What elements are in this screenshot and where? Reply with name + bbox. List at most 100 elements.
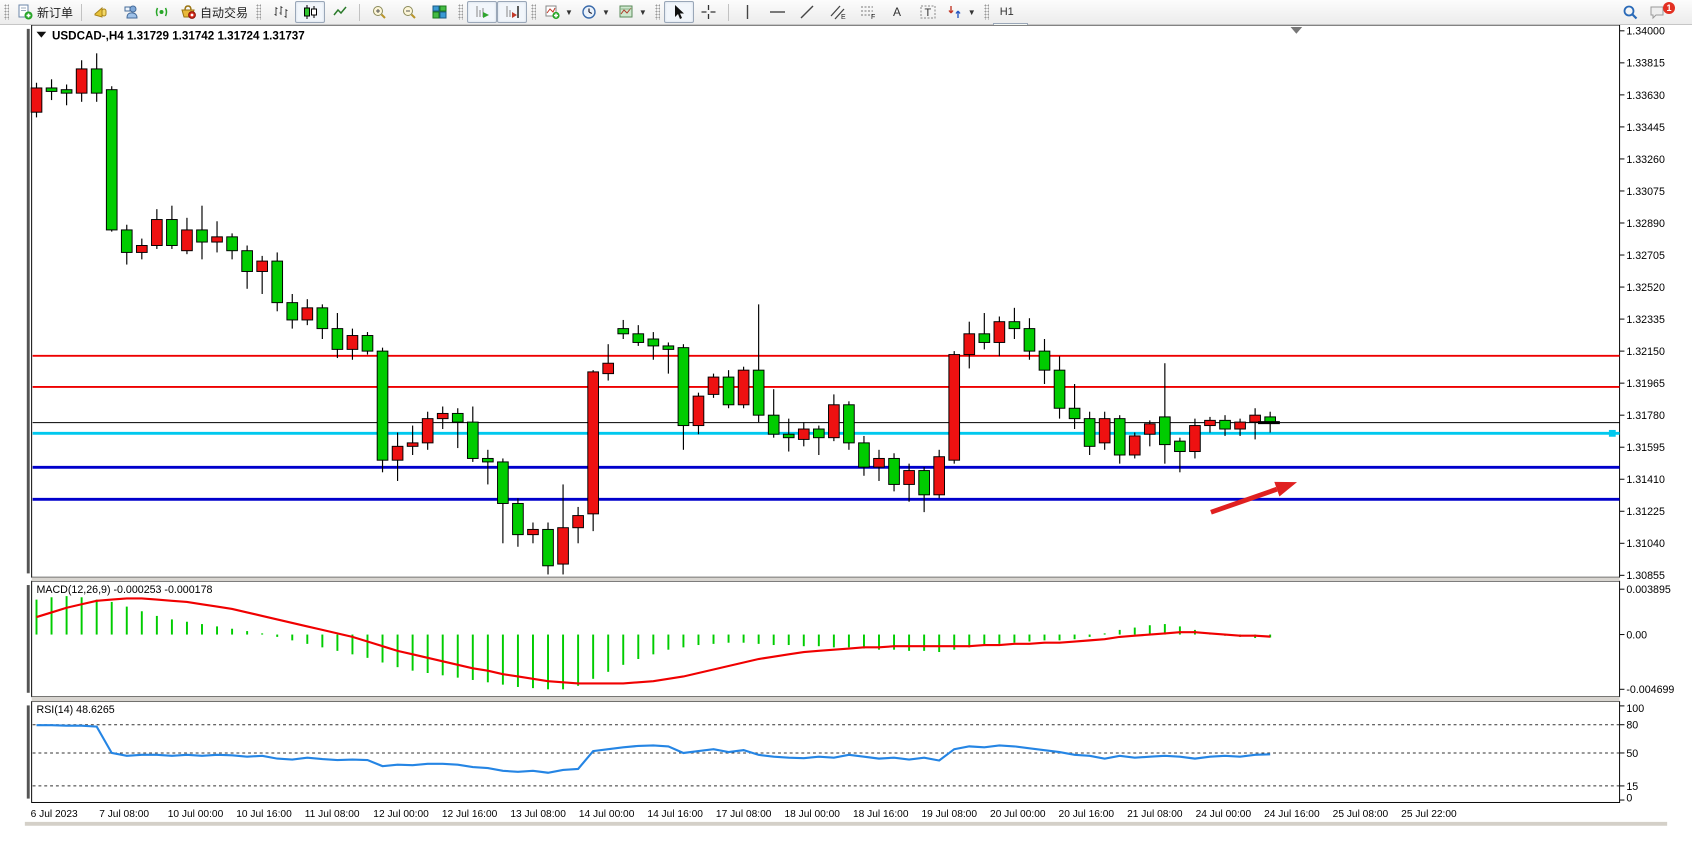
chart-window[interactable]: 1.34000 1.33815 1.33630 1.33445 1.33260 1.330… — [0, 24, 1692, 850]
trendline-button[interactable] — [793, 1, 823, 23]
signals-button[interactable] — [146, 1, 176, 23]
line-handle[interactable] — [1608, 429, 1616, 437]
toolbar-grip[interactable] — [983, 4, 989, 20]
vertical-line-button[interactable] — [733, 1, 763, 23]
candle-body — [572, 515, 584, 529]
time-axis-label: 10 Jul 00:00 — [168, 809, 224, 820]
arrows-button[interactable]: ▼ — [943, 1, 980, 23]
rsi-label: RSI(14) 48.6265 — [37, 704, 115, 716]
time-axis-label: 20 Jul 00:00 — [990, 809, 1046, 820]
text-label-icon: T — [920, 5, 936, 19]
candlestick-chart-button[interactable] — [295, 1, 326, 23]
market-watch-button[interactable] — [86, 1, 116, 23]
candle-body — [482, 457, 494, 463]
zoom-out-button[interactable] — [394, 1, 424, 23]
pane-grip[interactable] — [26, 28, 30, 574]
indicators-button[interactable]: ▼ — [540, 1, 577, 23]
rsi-pane[interactable] — [31, 701, 1621, 803]
svg-text:T: T — [924, 7, 931, 19]
candle-body — [331, 328, 344, 350]
window-bottom-edge — [24, 821, 1668, 826]
chart-shift-marker[interactable] — [1290, 26, 1303, 34]
new-order-label: 新订单 — [37, 5, 74, 20]
time-axis-label: 10 Jul 16:00 — [236, 809, 292, 820]
auto-scroll-button[interactable] — [467, 1, 498, 23]
text-button[interactable]: A — [883, 1, 913, 23]
fibonacci-button[interactable]: F — [853, 1, 883, 23]
main-pane[interactable] — [31, 24, 1621, 578]
candle-body — [346, 335, 359, 350]
candle-body — [406, 442, 419, 447]
price-tick-label: 1.33445 — [1626, 122, 1665, 134]
toolbar-grip[interactable] — [531, 4, 537, 20]
price-tick-label: 1.32705 — [1626, 250, 1665, 262]
toolbar-grip[interactable] — [458, 4, 464, 20]
new-order-button[interactable]: 新订单 — [13, 1, 77, 23]
candle-body — [451, 412, 464, 423]
notifications-button[interactable]: 1 — [1645, 1, 1686, 23]
rsi-axis-label: 80 — [1626, 720, 1638, 732]
timeframe-h1[interactable]: H1 — [999, 6, 1014, 18]
toolbar-grip[interactable] — [654, 4, 660, 20]
candle-body — [361, 335, 374, 352]
search-button[interactable] — [1615, 1, 1645, 23]
price-tick-label: 1.31225 — [1626, 506, 1665, 518]
zoom-in-button[interactable] — [364, 1, 394, 23]
price-axis: 1.34000 1.33815 1.33630 1.33445 1.33260 1.330… — [1619, 26, 1665, 582]
candle-body — [301, 307, 314, 321]
candle-body — [1174, 440, 1186, 453]
toolbar-grip[interactable] — [4, 4, 9, 20]
candle-body — [421, 418, 434, 444]
horizontal-line-button[interactable] — [763, 1, 793, 23]
candle-body — [602, 362, 615, 375]
time-axis-label: 20 Jul 16:00 — [1059, 809, 1115, 820]
macd-pane[interactable] — [31, 580, 1621, 698]
candle-body — [391, 445, 404, 461]
candle-body — [782, 433, 795, 439]
chart-shift-button[interactable] — [497, 1, 528, 23]
candle-body — [1068, 407, 1081, 420]
line-chart-icon — [332, 6, 347, 16]
symbol-menu-icon[interactable] — [36, 31, 47, 38]
template-icon — [619, 5, 633, 18]
candle-body — [632, 333, 645, 343]
arrows-icon — [948, 6, 961, 18]
time-axis-label: 24 Jul 16:00 — [1264, 809, 1320, 820]
pane-grip[interactable] — [26, 705, 30, 799]
line-chart-button[interactable] — [325, 1, 355, 23]
time-axis-label: 12 Jul 16:00 — [442, 809, 498, 820]
toolbar-grip[interactable] — [256, 4, 262, 20]
pane-splitter[interactable] — [31, 696, 1620, 702]
time-axis-label: 14 Jul 00:00 — [579, 809, 635, 820]
chart-title: USDCAD-,H4 1.31729 1.31742 1.31724 1.317… — [52, 30, 305, 43]
channel-icon: E — [830, 5, 846, 20]
pane-grip[interactable] — [26, 585, 30, 693]
equidistant-channel-button[interactable]: E — [823, 1, 853, 23]
chevron-down-icon: ▼ — [601, 7, 610, 17]
expert-advisors-button[interactable] — [116, 1, 146, 23]
templates-button[interactable]: ▼ — [614, 1, 651, 23]
candle-body — [286, 302, 299, 321]
tile-windows-button[interactable] — [424, 1, 454, 23]
time-axis-label: 25 Jul 08:00 — [1333, 809, 1389, 820]
annotation-arrow[interactable] — [1210, 486, 1278, 515]
periods-button[interactable]: ▼ — [577, 1, 614, 23]
text-label-button[interactable]: T — [913, 1, 943, 23]
time-axis-label: 13 Jul 08:00 — [510, 809, 566, 820]
candle-body — [30, 87, 43, 113]
candle-body — [1189, 425, 1201, 453]
macd-layer: MACD(12,26,9) -0.000253 -0.000178 0.00389… — [35, 584, 1674, 696]
crosshair-button[interactable] — [694, 1, 724, 23]
time-axis[interactable]: 6 Jul 2023 7 Jul 08:00 10 Jul 00:00 10 Jul … — [31, 809, 1457, 820]
bar-chart-button[interactable] — [265, 1, 295, 23]
svg-text:A: A — [893, 5, 901, 19]
cursor-button[interactable] — [663, 1, 694, 23]
candle-body — [843, 404, 855, 444]
svg-text:E: E — [841, 14, 846, 20]
auto-trading-button[interactable]: 自动交易 — [176, 1, 252, 23]
candle-body — [497, 461, 509, 504]
candle-body — [1159, 416, 1171, 446]
price-chart[interactable]: 1.34000 1.33815 1.33630 1.33445 1.33260 1.330… — [0, 24, 1692, 850]
pane-splitter[interactable] — [31, 577, 1620, 582]
candle-body — [617, 328, 630, 335]
